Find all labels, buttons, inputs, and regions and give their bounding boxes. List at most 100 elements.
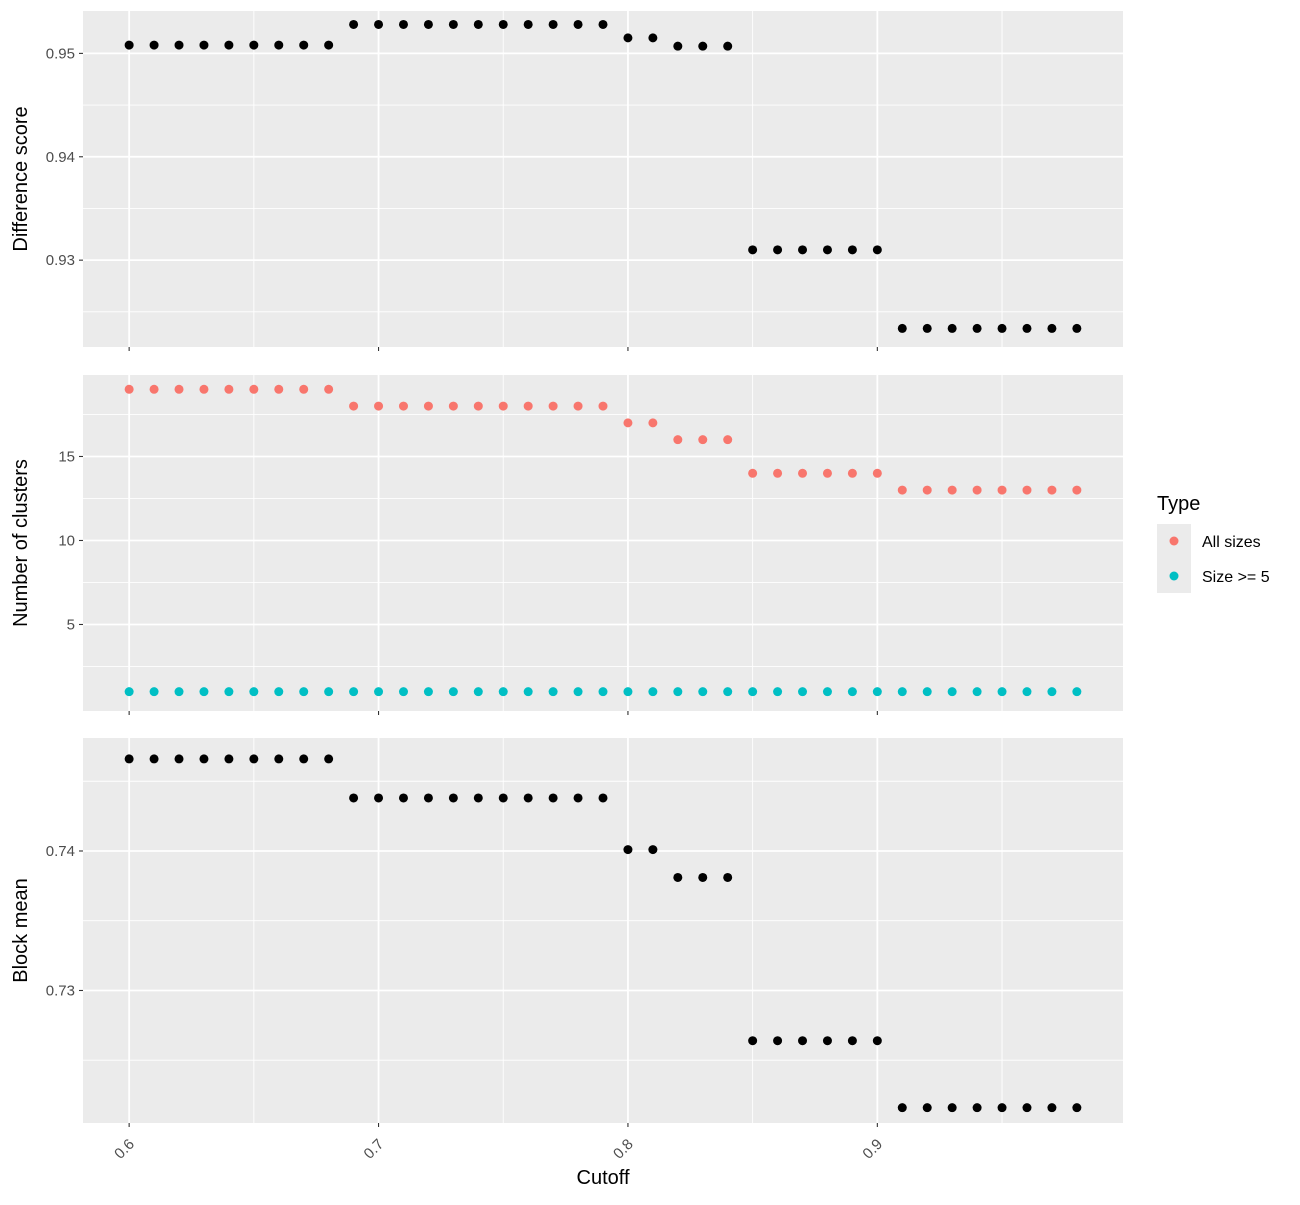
data-point	[174, 687, 184, 697]
data-point	[349, 401, 359, 411]
data-point	[149, 687, 159, 697]
data-point	[648, 418, 658, 428]
data-point	[922, 1103, 932, 1113]
data-point	[374, 687, 384, 697]
panel-background	[83, 375, 1123, 711]
data-point	[349, 793, 359, 803]
data-point	[723, 687, 733, 697]
data-point	[199, 754, 209, 764]
legend-label-all-sizes: All sizes	[1202, 534, 1261, 551]
data-point	[498, 19, 508, 29]
data-point	[398, 19, 408, 29]
data-point	[124, 384, 134, 394]
data-point	[673, 435, 683, 445]
data-point	[274, 384, 284, 394]
data-point	[997, 687, 1007, 697]
data-point	[149, 754, 159, 764]
data-point	[448, 687, 458, 697]
data-point	[972, 1103, 982, 1113]
data-point	[523, 401, 533, 411]
data-point	[698, 872, 708, 882]
data-point	[648, 845, 658, 855]
data-point	[548, 793, 558, 803]
data-point	[598, 793, 608, 803]
data-point	[798, 1036, 808, 1046]
data-point	[498, 401, 508, 411]
data-point	[947, 687, 957, 697]
data-point	[773, 468, 783, 478]
data-point	[1047, 323, 1057, 333]
y-tick-label: 0.95	[46, 45, 75, 62]
data-point	[299, 384, 309, 394]
data-point	[498, 793, 508, 803]
y-axis-title: Difference score	[10, 106, 32, 251]
data-point	[972, 687, 982, 697]
data-point	[822, 245, 832, 255]
data-point	[972, 323, 982, 333]
panel-middle: 15 10 5 Number of clusters	[10, 375, 1123, 715]
data-point	[673, 872, 683, 882]
data-point	[972, 485, 982, 495]
data-point	[922, 323, 932, 333]
data-point	[324, 687, 334, 697]
data-point	[872, 1036, 882, 1046]
data-point	[723, 435, 733, 445]
data-point	[149, 384, 159, 394]
y-tick-label: 0.73	[46, 982, 75, 999]
data-point	[523, 793, 533, 803]
data-point	[698, 41, 708, 51]
data-point	[922, 687, 932, 697]
y-tick-label: 0.94	[46, 149, 75, 166]
data-point	[398, 401, 408, 411]
data-point	[648, 687, 658, 697]
y-tick-label: 0.74	[46, 843, 75, 860]
data-point	[448, 401, 458, 411]
data-point	[723, 41, 733, 51]
data-point	[473, 793, 483, 803]
y-tick-label: 15	[58, 448, 75, 465]
data-point	[349, 687, 359, 697]
data-point	[773, 1036, 783, 1046]
data-point	[523, 687, 533, 697]
series-size-5	[124, 687, 1082, 697]
data-point	[748, 1036, 758, 1046]
data-point	[947, 485, 957, 495]
data-point	[423, 19, 433, 29]
data-point	[498, 687, 508, 697]
data-point	[398, 687, 408, 697]
data-point	[773, 245, 783, 255]
data-point	[897, 485, 907, 495]
y-axis-title: Number of clusters	[10, 459, 32, 627]
data-point	[847, 1036, 857, 1046]
data-point	[124, 40, 134, 50]
data-point	[199, 40, 209, 50]
data-point	[623, 687, 633, 697]
y-tick-label: 10	[58, 532, 75, 549]
data-point	[224, 40, 234, 50]
data-point	[324, 384, 334, 394]
data-point	[473, 19, 483, 29]
data-point	[847, 245, 857, 255]
data-point	[872, 245, 882, 255]
data-point	[1072, 687, 1082, 697]
data-point	[174, 40, 184, 50]
data-point	[299, 40, 309, 50]
data-point	[773, 687, 783, 697]
data-point	[423, 401, 433, 411]
legend-key-background	[1157, 524, 1191, 593]
data-point	[224, 754, 234, 764]
data-point	[299, 754, 309, 764]
data-point	[174, 754, 184, 764]
data-point	[299, 687, 309, 697]
data-point	[947, 1103, 957, 1113]
data-point	[1047, 687, 1057, 697]
data-point	[473, 401, 483, 411]
data-point	[698, 687, 708, 697]
data-point	[1047, 485, 1057, 495]
data-point	[847, 687, 857, 697]
data-point	[174, 384, 184, 394]
data-point	[573, 401, 583, 411]
data-point	[249, 40, 259, 50]
